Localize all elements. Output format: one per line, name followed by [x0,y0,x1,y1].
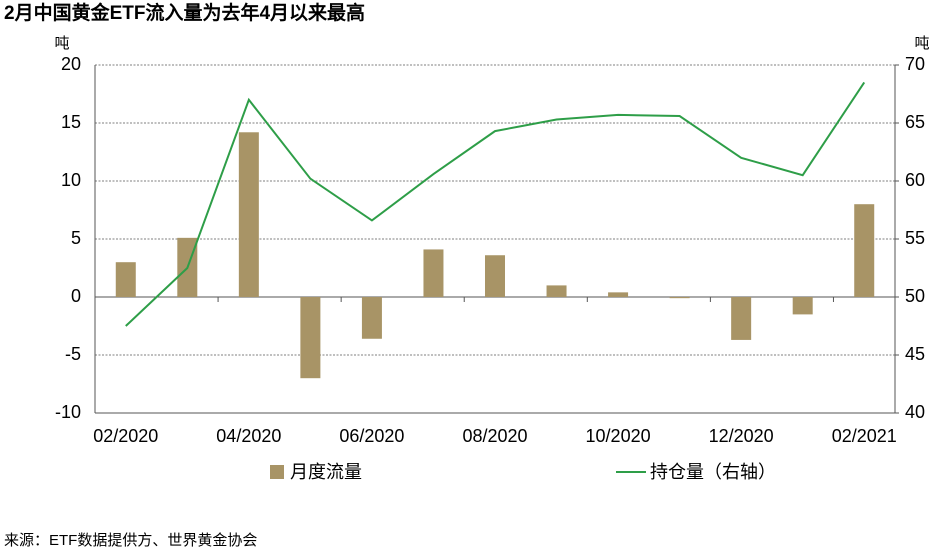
line [125,81,866,327]
y2-tick-label: 45 [905,344,925,364]
bar [546,285,567,297]
source: 来源：ETF数据提供方、世界黄金协会 [4,532,257,549]
y-tick-label: 10 [61,170,81,190]
x-tick-label: 04/2020 [216,426,281,446]
x-tick-label: 12/2020 [709,426,774,446]
bar [361,297,382,339]
bar [115,262,136,297]
y2-tick-label: 70 [905,54,925,74]
bar [300,297,321,379]
x-tick-label: 02/2021 [832,426,897,446]
bar [608,292,629,297]
y-tick-label: 5 [71,228,81,248]
y2-unit: 吨 [914,35,929,52]
x-tick-label: 06/2020 [339,426,404,446]
y-tick-label: 20 [61,54,81,74]
y-tick-label: 0 [71,286,81,306]
x-tick-label: 10/2020 [586,426,651,446]
y-tick-label: -10 [55,402,81,422]
bar [423,249,444,297]
chart-title: 2月中国黄金ETF流入量为去年4月以来最高 [4,1,365,24]
y2-tick-label: 60 [905,170,925,190]
legend-label: 月度流量 [290,462,362,482]
y2-tick-label: 40 [905,402,925,422]
bar [854,204,875,297]
y2-tick-label: 50 [905,286,925,306]
bar [485,255,505,297]
legend-label: 持仓量（右轴） [650,462,776,482]
y2-tick-label: 65 [905,112,925,132]
y-unit: 吨 [54,35,69,52]
bar [669,297,690,299]
y-tick-label: 15 [61,112,81,132]
y-tick-label: -5 [65,344,81,364]
x-tick-label: 08/2020 [462,426,527,446]
bar [792,297,813,315]
bar [238,132,259,297]
y2-tick-label: 55 [905,228,925,248]
x-tick-label: 02/2020 [93,426,158,446]
bar [731,297,752,340]
legend-swatch [270,465,284,479]
